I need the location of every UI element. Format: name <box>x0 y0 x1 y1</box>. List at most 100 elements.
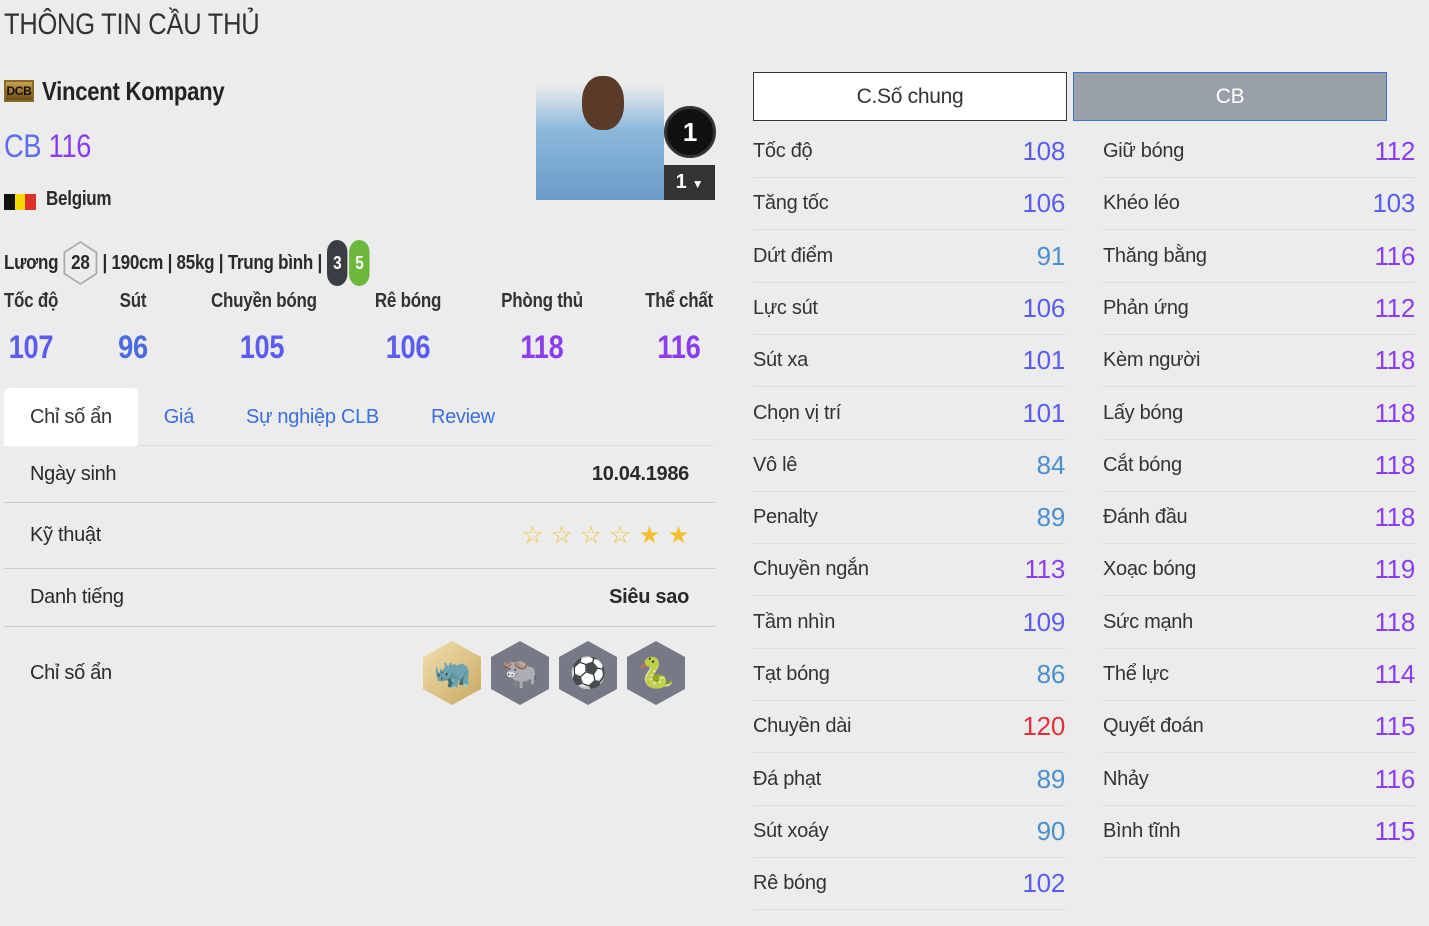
main-stat: Chuyền bóng 105 <box>211 290 317 366</box>
salary-label: Lương <box>4 251 59 274</box>
stat-value: 119 <box>1374 554 1415 585</box>
rhino-icon[interactable]: 🦏 <box>423 641 481 705</box>
stat-row: Lấy bóng 118 <box>1103 388 1415 440</box>
stat-value: 120 <box>1022 711 1066 742</box>
stat-name: Kèm người <box>1103 349 1201 372</box>
country: Belgium <box>46 188 112 210</box>
stat-value: 115 <box>1374 815 1415 846</box>
tab-club-career[interactable]: Sự nghiệp CLB <box>246 406 379 428</box>
fame-row: Danh tiếng Siêu sao <box>4 569 715 627</box>
stat-value: 106 <box>1022 188 1066 219</box>
skill-label: Kỹ thuật <box>30 524 101 546</box>
main-stat-value: 106 <box>385 329 431 365</box>
main-stat-value: 116 <box>657 329 701 365</box>
level-select[interactable]: 1 ▼ <box>664 165 715 200</box>
stat-row: Chọn vị trí 101 <box>753 388 1065 440</box>
stat-value: 118 <box>1374 345 1415 376</box>
star-filled-icon: ★ <box>638 522 661 549</box>
overall: 116 <box>48 128 92 164</box>
main-stat-value: 118 <box>520 329 564 365</box>
fame-value: Siêu sao <box>609 586 689 608</box>
position-rating: CB 116 <box>4 128 91 165</box>
general-stats-button[interactable]: C.Số chung <box>753 72 1067 121</box>
stat-name: Dứt điểm <box>753 244 833 267</box>
stat-name: Đánh đầu <box>1103 506 1188 529</box>
stat-row: Lực sút 106 <box>753 283 1065 335</box>
stat-row: Quyết đoán 115 <box>1103 701 1415 754</box>
stat-name: Tầm nhìn <box>753 610 836 633</box>
stat-row: Thể lực 114 <box>1103 649 1415 701</box>
salary-value: 28 <box>71 251 90 274</box>
stat-value: 112 <box>1374 292 1415 323</box>
stat-value: 84 <box>1036 449 1066 480</box>
position-stats-button[interactable]: CB <box>1073 72 1387 121</box>
stat-value: 108 <box>1022 136 1066 166</box>
main-stat-label: Tốc độ <box>3 290 59 312</box>
stat-name: Sức mạnh <box>1103 610 1193 633</box>
main-stat-label: Chuyền bóng <box>211 290 317 312</box>
stat-value: 91 <box>1036 240 1066 271</box>
main-stats: Tốc độ 107 Sút 96 Chuyền bóng 105 Rê bóng 106 Ph… <box>4 290 716 370</box>
stat-row: Tốc độ 108 <box>753 126 1065 178</box>
stat-value: 106 <box>1022 292 1066 323</box>
main-stat-label: Sút <box>119 290 147 312</box>
stat-row: Cắt bóng 118 <box>1103 440 1415 492</box>
stat-value: 101 <box>1022 397 1066 428</box>
stat-name: Quyết đoán <box>1103 715 1204 738</box>
skill-stars: ☆ ☆ ☆ ☆ ★ ★ <box>514 521 690 550</box>
stat-row: Chuyền dài 120 <box>753 701 1066 754</box>
buffalo-icon[interactable]: 🐃 <box>491 641 549 705</box>
player-info: Lương 28 | 190cm | 85kg | Trung bình | 3… <box>4 240 370 286</box>
traits-label: Chỉ số ẩn <box>30 661 112 684</box>
stat-value: 109 <box>1022 606 1066 637</box>
stat-value: 102 <box>1022 868 1066 899</box>
stat-value: 101 <box>1022 345 1066 376</box>
tab-review[interactable]: Review <box>430 406 495 428</box>
tab-hidden-stats[interactable]: Chỉ số ẩn <box>4 388 138 446</box>
snake-icon[interactable]: 🐍 <box>627 641 685 705</box>
stat-name: Nhảy <box>1103 767 1149 790</box>
main-stat-label: Phòng thủ <box>501 290 583 312</box>
stat-value: 118 <box>1374 449 1415 480</box>
stat-name: Chuyền ngắn <box>753 558 869 581</box>
main-stat: Rê bóng 106 <box>357 290 459 366</box>
birth-value: 10.04.1986 <box>591 462 689 485</box>
stat-name: Rê bóng <box>753 872 827 895</box>
stat-value: 116 <box>1374 763 1415 794</box>
stat-row: Đánh đầu 118 <box>1103 492 1415 545</box>
star-empty-icon: ☆ <box>550 522 573 549</box>
main-stat-value: 96 <box>118 329 148 365</box>
stat-value: 113 <box>1024 554 1065 585</box>
stat-name: Giữ bóng <box>1103 140 1185 162</box>
main-stat: Sút 96 <box>82 290 184 366</box>
belgium-flag-icon <box>4 194 37 210</box>
stat-name: Phản ứng <box>1103 296 1189 319</box>
salary-hex: 28 <box>63 241 98 285</box>
stat-value: 118 <box>1374 397 1415 428</box>
traits-row: Chỉ số ẩn 🦏 🐃 ⚽ 🐍 <box>4 627 715 719</box>
stat-value: 115 <box>1374 711 1415 742</box>
physical-details: | 190cm | 85kg | Trung bình | <box>102 251 322 274</box>
right-foot: 5 <box>349 240 370 286</box>
stat-value: 90 <box>1036 815 1066 846</box>
stat-name: Đá phạt <box>753 767 821 790</box>
stat-name: Lực sút <box>753 296 818 319</box>
star-empty-icon: ☆ <box>580 522 602 549</box>
long-shot-icon[interactable]: ⚽ <box>559 641 617 705</box>
stat-name: Sút xoáy <box>753 819 829 842</box>
stat-row: Sức mạnh 118 <box>1103 597 1415 649</box>
main-stat: Thể chất 116 <box>628 290 730 366</box>
stat-value: 118 <box>1374 606 1415 637</box>
stat-name: Thể lực <box>1103 663 1169 685</box>
level-badge: 1 <box>664 106 716 158</box>
tab-price[interactable]: Giá <box>163 406 195 428</box>
stat-value: 118 <box>1374 502 1415 533</box>
stat-value: 116 <box>1374 240 1415 271</box>
birth-row: Ngày sinh 10.04.1986 <box>4 446 715 503</box>
stat-name: Xoạc bóng <box>1103 558 1196 581</box>
stat-row: Khéo léo 103 <box>1103 178 1415 231</box>
stat-name: Chọn vị trí <box>753 401 841 424</box>
stat-row: Đá phạt 89 <box>753 754 1065 806</box>
stat-row: Rê bóng 102 <box>753 858 1066 911</box>
stat-row: Thăng bằng 116 <box>1103 231 1415 283</box>
